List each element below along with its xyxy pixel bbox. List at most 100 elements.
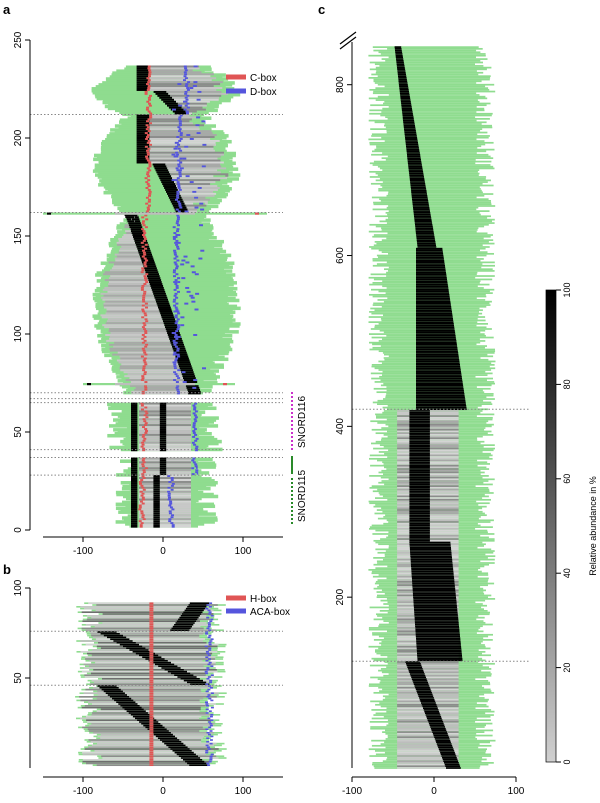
panel-a-row-segment (170, 108, 184, 113)
panel-a-row-box (169, 502, 173, 507)
panel-b-row-segment (110, 638, 130, 641)
panel-a-row-box (148, 69, 152, 73)
panel-c-row-segment (416, 297, 450, 300)
panel-a-row-box (141, 502, 145, 507)
panel-a-row-segment (131, 467, 138, 471)
panel-a-row-segment (181, 196, 206, 201)
panel-b-row-segment (172, 625, 192, 628)
panel-a-row-segment (131, 504, 138, 509)
panel-c-row-segment (416, 334, 456, 337)
panel-a-outlier-row-box (87, 383, 91, 386)
panel-a-row-box (149, 114, 153, 119)
panel-a-row-segment (130, 230, 144, 234)
panel-c-row-segment (397, 743, 459, 745)
panel-a-row-segment (177, 361, 191, 365)
panel-c-row-segment (409, 517, 430, 520)
panel-b-row-segment (180, 757, 201, 759)
panel-a-row-segment (149, 87, 223, 91)
panel-a-row-box (175, 375, 179, 379)
panel-c-row-segment (417, 652, 462, 655)
panel-a-row-segment (109, 347, 173, 352)
panel-b-row-segment (96, 604, 218, 606)
panel-a-row-box (175, 381, 179, 385)
panel-a-row-box (192, 424, 196, 428)
panel-c-row-segment (409, 519, 430, 522)
panel-a-row-read (108, 255, 228, 260)
panel-a-row-segment (155, 298, 168, 303)
panel-c-row-segment (416, 401, 466, 404)
panel-a-row-segment (136, 116, 150, 120)
panel-c-row-segment (416, 381, 463, 383)
panel-a-row-box (177, 163, 181, 168)
panel-c-row-segment (409, 427, 430, 429)
panel-a-row-segment (119, 367, 180, 371)
panel-a-row-segment (167, 192, 180, 197)
panel-label-c: c (318, 2, 325, 17)
legend-h-box-label: H-box (250, 594, 277, 605)
panel-a-row-segment (149, 118, 192, 122)
panel-c-row-read (371, 153, 489, 156)
panel-a-row-segment (148, 281, 162, 285)
panel-a-row-box (176, 234, 181, 238)
panel-b-row-box (149, 696, 154, 698)
panel-c-row-segment (409, 487, 430, 489)
panel-a-row-box (177, 165, 181, 169)
panel-c-row-segment (419, 697, 434, 699)
panel-a-row-box (143, 373, 147, 377)
panel-c-row-segment (415, 223, 433, 226)
panel-c-row-segment (409, 502, 430, 505)
panel-b-row-box (209, 759, 213, 761)
panel-b-row-box (208, 643, 212, 646)
panel-b-row-segment (96, 764, 202, 767)
panel-c-row-segment (409, 485, 430, 487)
panel-b-row-segment (94, 625, 201, 628)
panel-b-row-box (149, 645, 154, 648)
panel-a-row-box (184, 145, 189, 150)
panel-a-row-segment (131, 465, 138, 469)
panel-c-row-segment (409, 516, 430, 518)
panel-a-row-segment (116, 241, 135, 246)
panel-b-row-box (205, 683, 209, 686)
panel-b-row-box (205, 607, 209, 610)
panel-c-row-segment (410, 553, 452, 556)
axis-break-mark (339, 31, 357, 45)
panel-a-row-segment (108, 330, 167, 334)
panel-a-row-segment (131, 412, 138, 416)
panel-a-row-box (148, 161, 152, 166)
panel-a-row-box (184, 92, 188, 97)
panel-c-row-segment (413, 210, 430, 212)
panel-b-row-segment (170, 748, 190, 750)
panel-c-row-segment (433, 734, 449, 737)
panel-c-row-segment (415, 632, 460, 634)
panel-c-xtick-label: 0 (431, 786, 437, 797)
panel-c-row-read (374, 121, 487, 124)
panel-a-row-box (193, 443, 197, 448)
panel-a-row-box (148, 102, 151, 107)
panel-c-row-segment (413, 601, 457, 604)
panel-c-row-segment (400, 94, 410, 96)
panel-a-row-segment (130, 228, 143, 232)
panel-a-row-box (179, 161, 183, 166)
panel-c-row-segment (418, 695, 434, 698)
panel-a-row-box (175, 386, 179, 391)
panel-c-row-segment (411, 572, 454, 575)
panel-a-row-segment (136, 87, 150, 91)
panel-c-row-segment (416, 251, 443, 253)
panel-b-row-segment (88, 730, 200, 732)
panel-a-row-box (175, 145, 179, 150)
panel-b-row-segment (80, 640, 203, 642)
colorbar-tick-label: 0 (562, 759, 572, 764)
panel-c-row-segment (416, 353, 459, 356)
panel-a-row-box (145, 259, 149, 264)
panel-a-row-box (141, 486, 145, 491)
panel-a-row-box (168, 496, 171, 501)
panel-c-row-segment (416, 252, 444, 255)
panel-c-row-segment (416, 293, 450, 296)
panel-a-row-segment (131, 522, 138, 526)
panel-c-row-segment (415, 230, 434, 233)
panel-c-row-segment (399, 85, 409, 88)
panel-a-row-segment (159, 459, 167, 463)
panel-a-row-box (142, 447, 146, 452)
panel-c-row-segment (397, 734, 459, 737)
panel-a-row-box (148, 190, 152, 195)
